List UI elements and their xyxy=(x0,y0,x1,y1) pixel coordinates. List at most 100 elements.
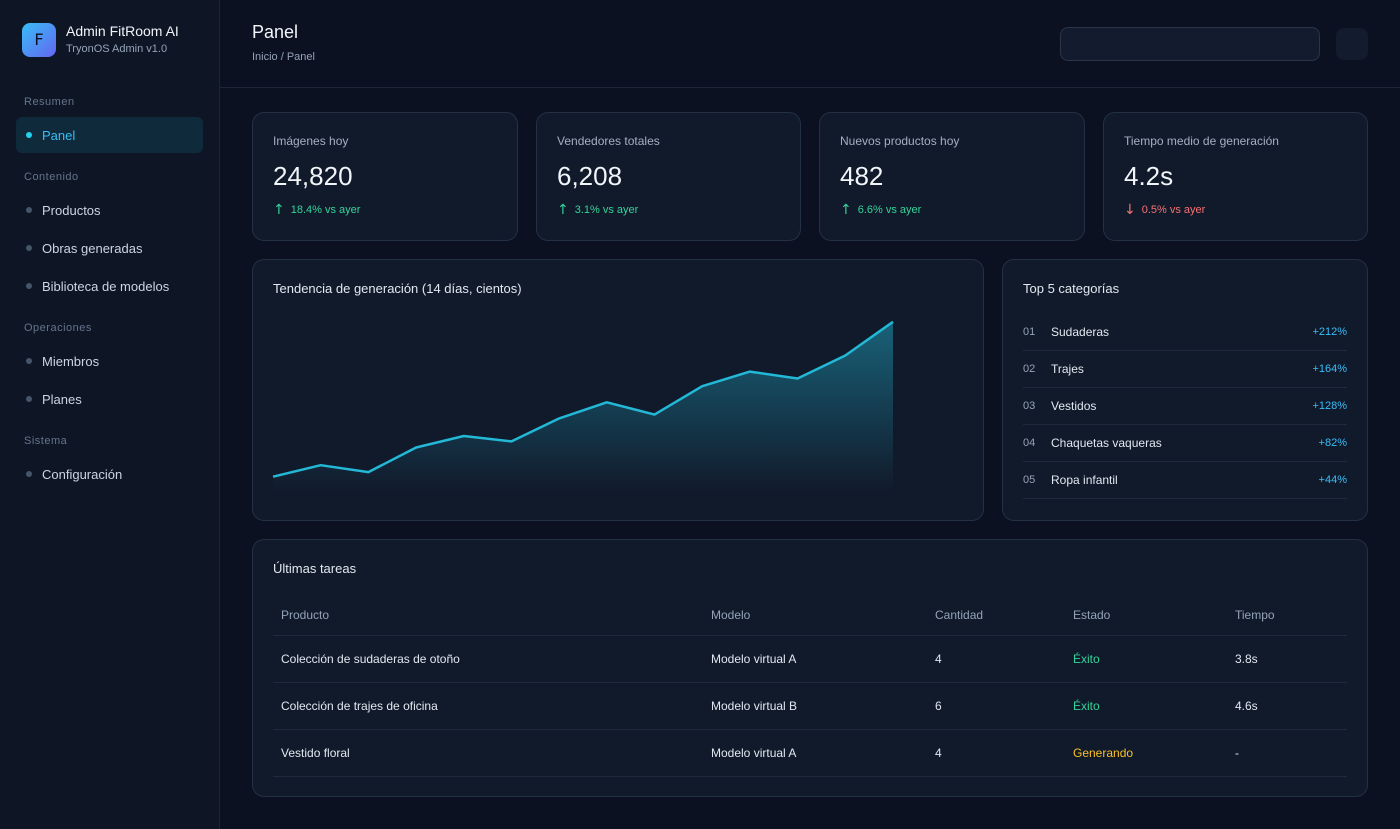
column-header-tiempo[interactable]: Tiempo xyxy=(1235,607,1275,622)
column-header-cantidad[interactable]: Cantidad xyxy=(935,607,984,622)
arrow-down-icon: ↓ xyxy=(1124,202,1136,218)
category-rank: 02 xyxy=(1023,363,1036,375)
sidebar-item-obras-generadas[interactable]: Obras generadas xyxy=(16,230,203,266)
sidebar-item-miembros[interactable]: Miembros xyxy=(16,343,203,379)
sidebar-item-configuracion[interactable]: Configuración xyxy=(16,456,203,492)
cell-quantity: 4 xyxy=(935,652,942,666)
sidebar: F Admin FitRoom AI TryonOS Admin v1.0 Re… xyxy=(0,0,220,829)
category-growth: +164% xyxy=(1312,363,1347,375)
category-growth: +44% xyxy=(1318,474,1347,486)
sidebar-item-biblioteca-modelos[interactable]: Biblioteca de modelos xyxy=(16,268,203,304)
stat-value: 4.2s xyxy=(1124,161,1174,191)
stat-value: 6,208 xyxy=(557,161,623,191)
stat-label: Imágenes hoy xyxy=(273,134,349,148)
trend-line xyxy=(272,320,894,478)
cell-product: Colección de trajes de oficina xyxy=(281,699,438,713)
cell-quantity: 4 xyxy=(935,746,942,760)
cell-quantity: 6 xyxy=(935,699,942,713)
trend-chart-card: Tendencia de generación (14 días, ciento… xyxy=(252,259,984,521)
table-row[interactable]: Vestido floral Modelo virtual A 4 Genera… xyxy=(273,730,1347,777)
arrow-up-icon: ↑ xyxy=(273,202,285,218)
category-name: Chaquetas vaqueras xyxy=(1051,436,1162,450)
sidebar-item-panel[interactable]: Panel xyxy=(16,117,203,153)
stat-delta-text: 3.1% vs ayer xyxy=(574,204,639,216)
header-action-button[interactable] xyxy=(1336,28,1368,60)
nav-group-operaciones: Operaciones xyxy=(24,322,92,334)
page-title: Panel xyxy=(252,22,299,42)
category-row[interactable]: 01 Sudaderas +212% xyxy=(1023,314,1347,351)
search-input[interactable] xyxy=(1060,27,1320,61)
category-row[interactable]: 02 Trajes +164% xyxy=(1023,351,1347,388)
column-header-producto[interactable]: Producto xyxy=(281,607,330,622)
trend-area-fill xyxy=(273,321,893,492)
stat-delta-text: 0.5% vs ayer xyxy=(1141,204,1206,216)
breadcrumb[interactable]: Inicio / Panel xyxy=(252,51,315,63)
category-growth: +82% xyxy=(1318,437,1347,449)
cell-product: Colección de sudaderas de otoño xyxy=(281,652,460,666)
sidebar-item-productos[interactable]: Productos xyxy=(16,192,203,228)
cell-time: 4.6s xyxy=(1235,699,1258,713)
latest-tasks-title: Últimas tareas xyxy=(273,561,357,576)
category-rank: 01 xyxy=(1023,326,1036,338)
stat-delta-text: 6.6% vs ayer xyxy=(857,204,922,216)
trend-chart-title: Tendencia de generación (14 días, ciento… xyxy=(273,281,522,296)
brand-logo: F xyxy=(22,22,56,57)
active-dot-icon xyxy=(26,132,32,138)
latest-tasks-card: Últimas tareas Producto Modelo Cantidad … xyxy=(252,539,1368,797)
cell-model: Modelo virtual A xyxy=(711,652,797,666)
category-row[interactable]: 03 Vestidos +128% xyxy=(1023,388,1347,425)
stat-card-vendedores: Vendedores totales 6,208 ↑ 3.1% vs ayer xyxy=(536,112,801,241)
stat-value: 24,820 xyxy=(273,161,353,191)
sidebar-item-label: Productos xyxy=(42,202,101,218)
category-name: Trajes xyxy=(1051,362,1084,376)
brand-title: Admin FitRoom AI xyxy=(66,23,179,39)
nav-group-resumen: Resumen xyxy=(24,96,75,108)
nav-group-sistema: Sistema xyxy=(24,435,68,447)
bullet-icon xyxy=(26,207,32,213)
arrow-up-icon: ↑ xyxy=(840,202,852,218)
stat-label: Vendedores totales xyxy=(557,134,660,148)
top-categories-title: Top 5 categorías xyxy=(1023,281,1120,296)
table-row[interactable]: Colección de sudaderas de otoño Modelo v… xyxy=(273,636,1347,683)
stat-card-tiempo-medio: Tiempo medio de generación 4.2s ↓ 0.5% v… xyxy=(1103,112,1368,241)
table-row[interactable]: Colección de trajes de oficina Modelo vi… xyxy=(273,683,1347,730)
column-header-estado[interactable]: Estado xyxy=(1073,607,1111,622)
category-name: Sudaderas xyxy=(1051,325,1110,339)
top-categories-card: Top 5 categorías 01 Sudaderas +212% 02 T… xyxy=(1002,259,1368,521)
stat-value: 482 xyxy=(840,161,884,191)
bullet-icon xyxy=(26,245,32,251)
stat-delta-text: 18.4% vs ayer xyxy=(290,204,361,216)
header: Panel Inicio / Panel xyxy=(220,0,1400,88)
column-header-modelo[interactable]: Modelo xyxy=(711,607,751,622)
stat-card-imagenes: Imágenes hoy 24,820 ↑ 18.4% vs ayer xyxy=(252,112,518,241)
stat-delta: ↑ 18.4% vs ayer xyxy=(273,202,360,218)
cell-time: 3.8s xyxy=(1235,652,1258,666)
stat-label: Tiempo medio de generación xyxy=(1124,134,1279,148)
category-row[interactable]: 04 Chaquetas vaqueras +82% xyxy=(1023,425,1347,462)
sidebar-item-label: Panel xyxy=(42,127,76,143)
nav-group-contenido: Contenido xyxy=(24,171,79,183)
bullet-icon xyxy=(26,471,32,477)
category-name: Vestidos xyxy=(1051,399,1097,413)
stat-delta: ↑ 3.1% vs ayer xyxy=(557,202,638,218)
stat-delta: ↑ 6.6% vs ayer xyxy=(840,202,921,218)
brand[interactable]: F Admin FitRoom AI TryonOS Admin v1.0 xyxy=(22,22,179,57)
status-badge: Generando xyxy=(1073,746,1134,760)
category-row[interactable]: 05 Ropa infantil +44% xyxy=(1023,462,1347,499)
cell-model: Modelo virtual B xyxy=(711,699,798,713)
cell-model: Modelo virtual A xyxy=(711,746,797,760)
stat-card-nuevos-productos: Nuevos productos hoy 482 ↑ 6.6% vs ayer xyxy=(819,112,1085,241)
sidebar-item-label: Planes xyxy=(42,391,82,407)
brand-subtitle: TryonOS Admin v1.0 xyxy=(66,43,168,55)
status-badge: Éxito xyxy=(1073,652,1100,666)
sidebar-item-planes[interactable]: Planes xyxy=(16,381,203,417)
category-rank: 05 xyxy=(1023,474,1036,486)
category-growth: +212% xyxy=(1312,326,1347,338)
cell-time: - xyxy=(1235,746,1239,760)
table-header: Producto Modelo Cantidad Estado Tiempo xyxy=(273,594,1347,636)
arrow-up-icon: ↑ xyxy=(557,202,569,218)
bullet-icon xyxy=(26,283,32,289)
trend-chart xyxy=(272,320,894,492)
category-name: Ropa infantil xyxy=(1051,473,1118,487)
category-rank: 03 xyxy=(1023,400,1036,412)
